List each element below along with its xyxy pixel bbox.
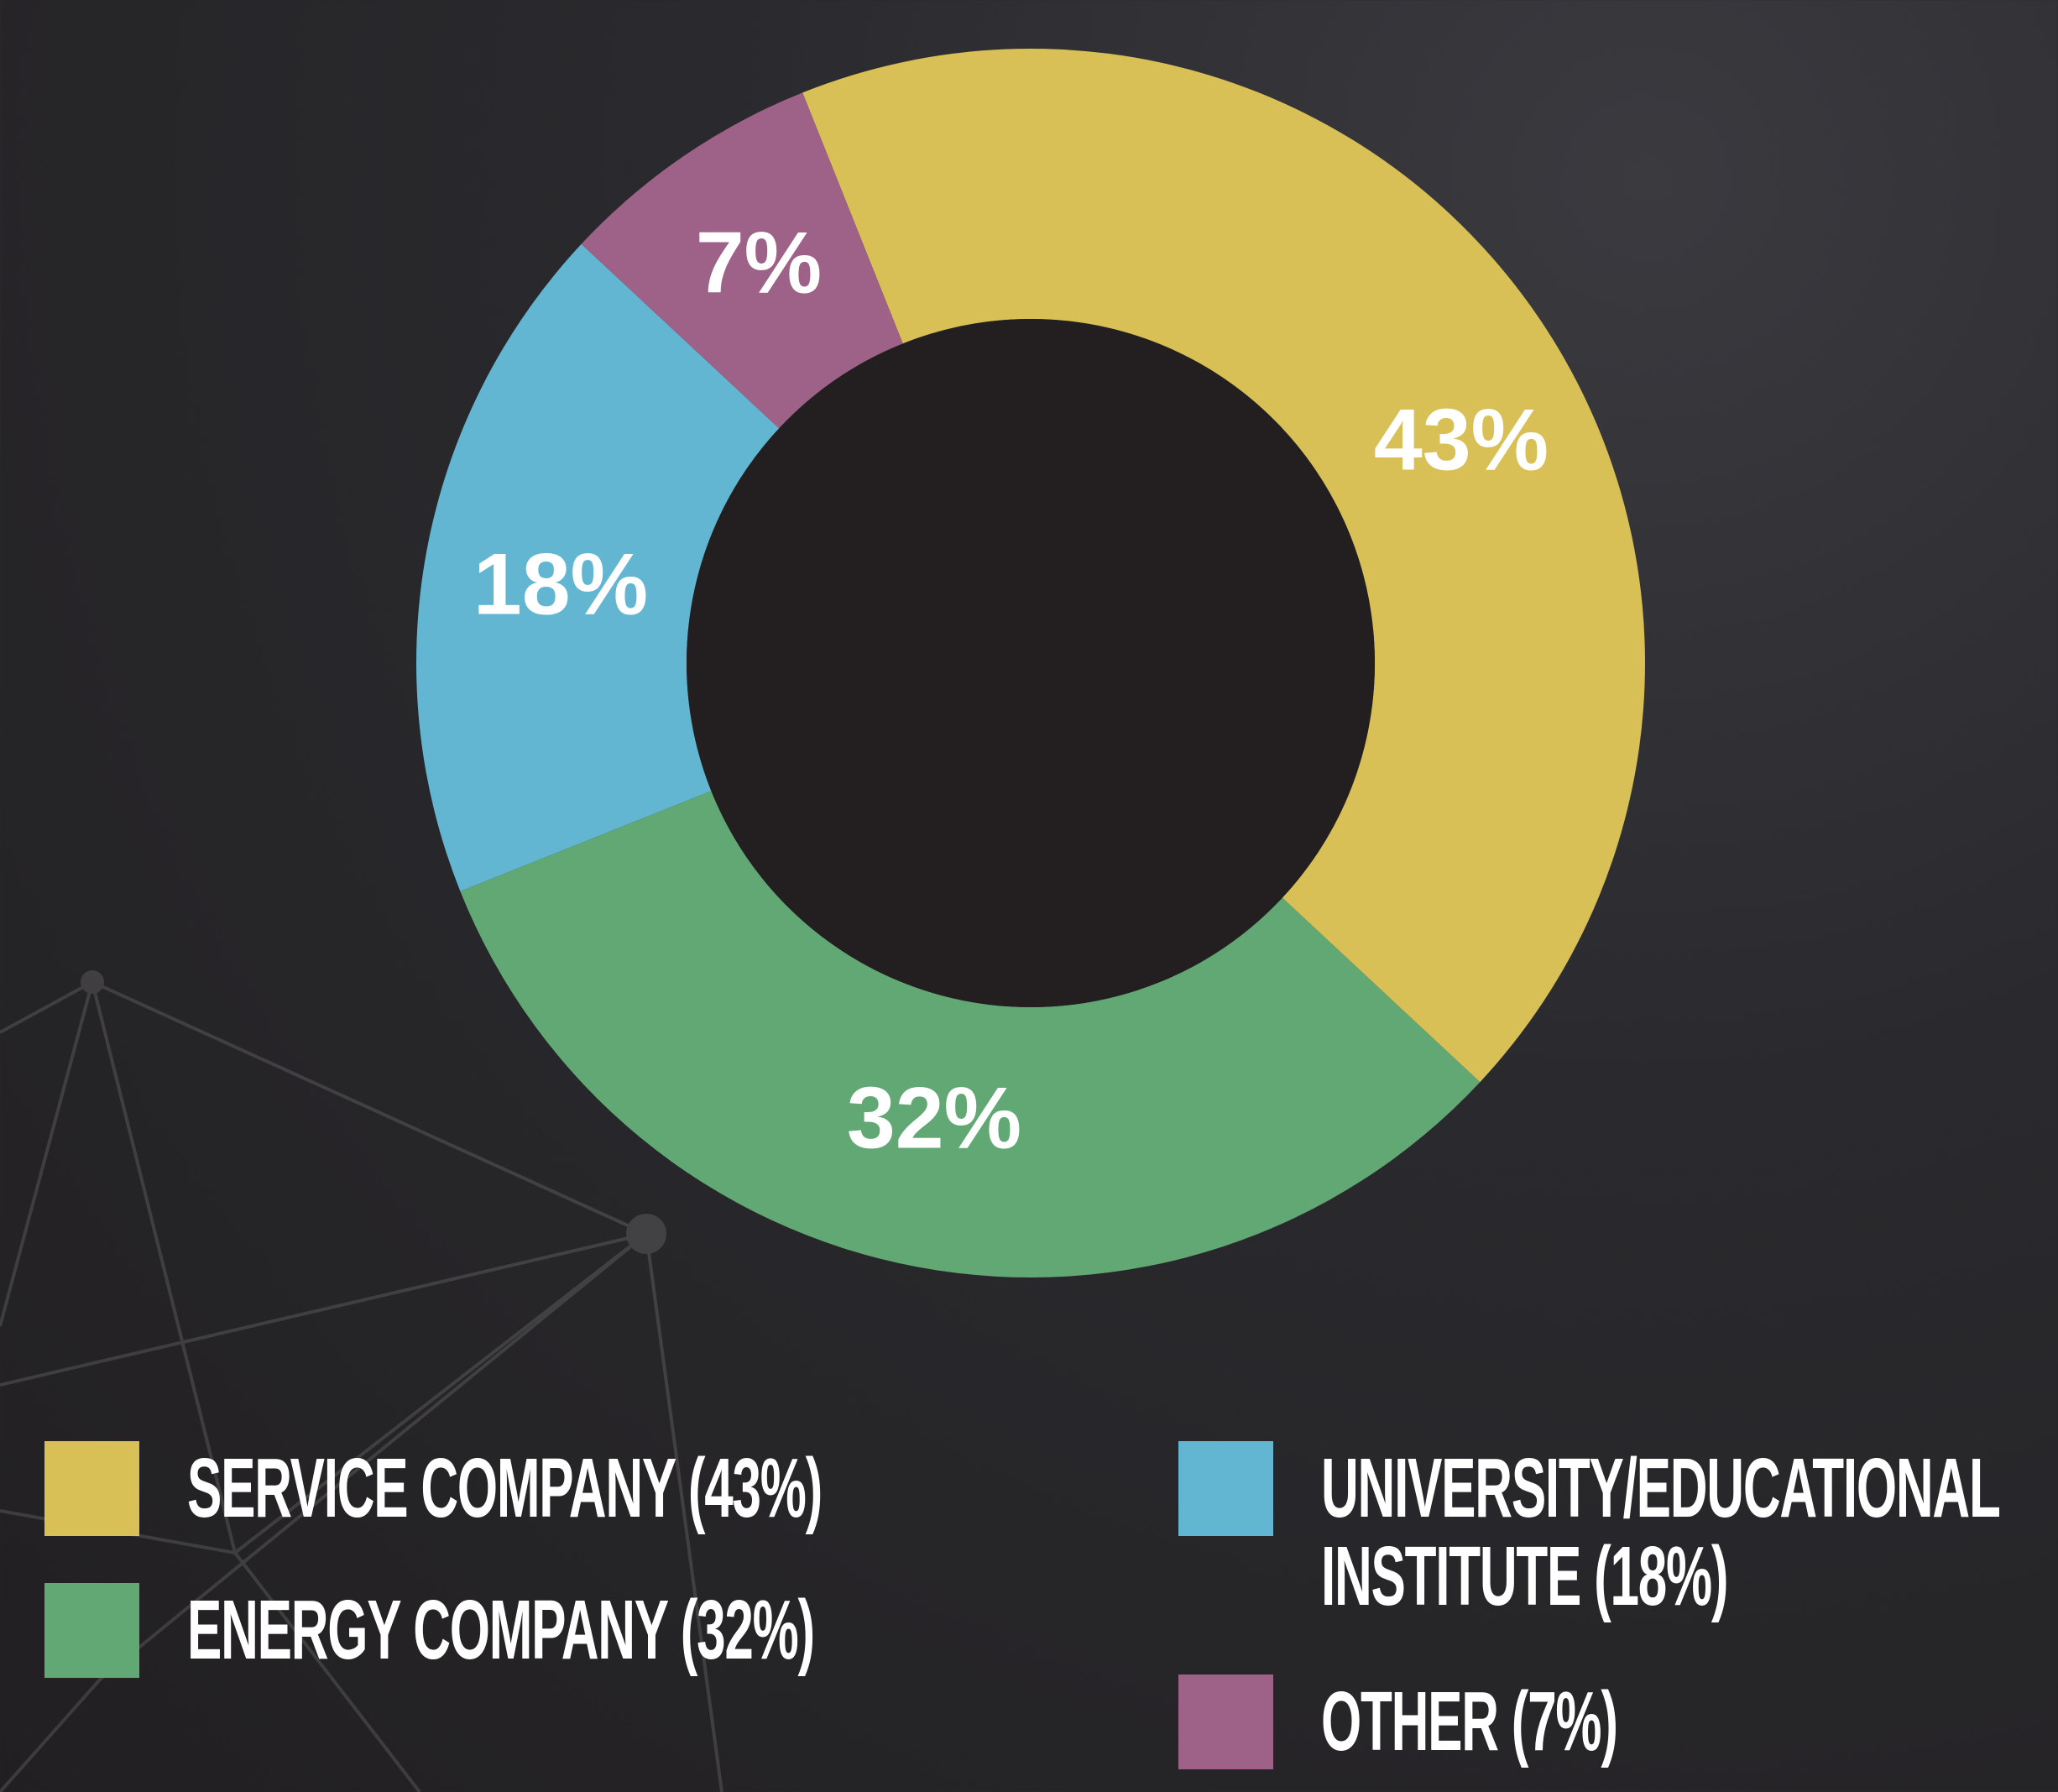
donut-segment [802, 48, 1645, 1083]
legend-label: UNIVERSITY/EDUCATIONAL INSTITUTE (18%) [1321, 1441, 2000, 1623]
data-label: 18% [473, 536, 648, 633]
data-label: 43% [1374, 391, 1549, 488]
legend-swatch [44, 1583, 139, 1678]
donut-segment [415, 243, 780, 891]
legend-swatch [44, 1441, 139, 1536]
network-decoration [0, 970, 723, 1792]
legend-swatch [1178, 1674, 1273, 1769]
data-label: 7% [696, 214, 822, 311]
legend-label: SERVICE COMPANY (43%) [187, 1441, 823, 1535]
legend-label: ENERGY COMPANY (32%) [187, 1583, 815, 1677]
donut-hole [687, 319, 1375, 1007]
legend-label: OTHER (7%) [1321, 1674, 1618, 1768]
legend-swatch [1178, 1441, 1273, 1536]
donut-segment [460, 791, 1481, 1277]
donut-segment [581, 92, 903, 429]
data-label: 32% [847, 1069, 1021, 1167]
